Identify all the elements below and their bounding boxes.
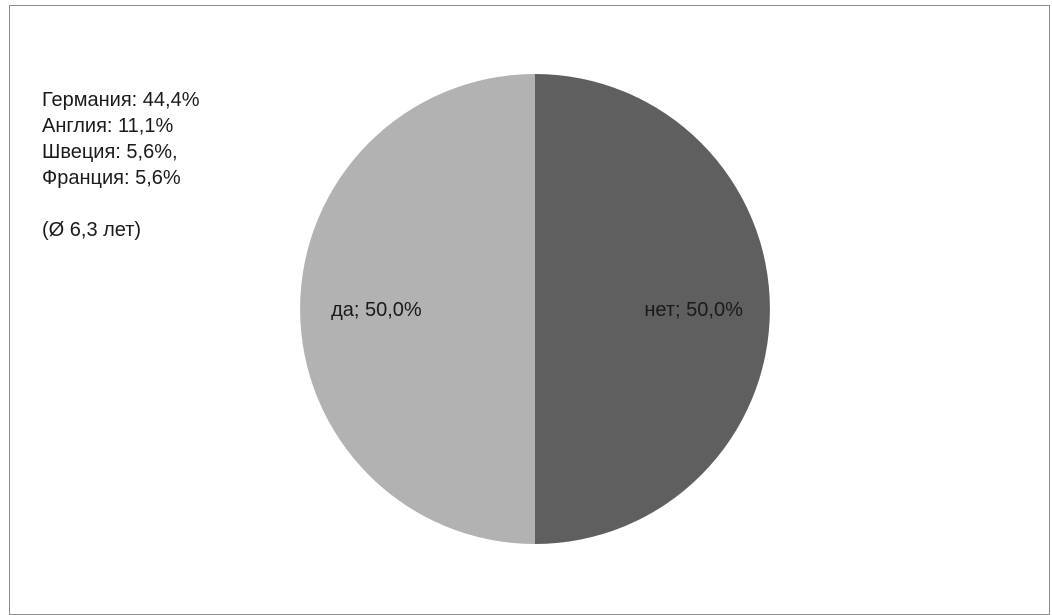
pie-label-да: да; 50,0% bbox=[331, 299, 422, 321]
pie-slice-нет bbox=[535, 74, 770, 544]
annotation-line-germany: Германия: 44,4% bbox=[42, 89, 200, 111]
pie-slices bbox=[300, 74, 770, 544]
annotation-average: (Ø 6,3 лет) bbox=[42, 219, 142, 241]
chart-annotation: Германия: 44,4% Англия: 11,1% Швеция: 5,… bbox=[42, 87, 199, 243]
annotation-line-sweden: Швеция: 5,6%, bbox=[42, 141, 178, 163]
pie-label-нет: нет; 50,0% bbox=[644, 299, 743, 321]
pie-data-labels: нет; 50,0% да; 50,0% bbox=[331, 299, 743, 321]
annotation-line-england: Англия: 11,1% bbox=[42, 115, 174, 137]
annotation-line-france: Франция: 5,6% bbox=[42, 167, 181, 189]
pie-slice-да bbox=[300, 74, 535, 544]
